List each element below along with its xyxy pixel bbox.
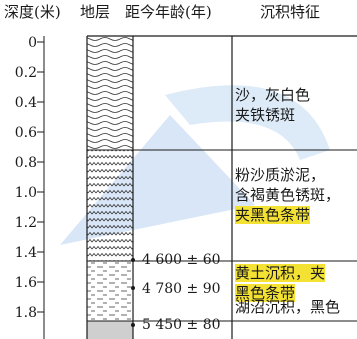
header-strata: 地层 [80,3,111,21]
sample-point [131,286,135,290]
layer-silt [87,150,133,261]
depth-tick-label: 1.6 [14,275,37,291]
description-line: 黑色条带 [235,283,325,303]
layer-loess [87,261,133,321]
depth-tick-label: 0.6 [14,125,37,141]
highlighted-text: 夹黑色条带 [235,206,311,224]
depth-tick-label: 1.2 [14,215,37,231]
depth-tick-label: 0.4 [14,95,37,111]
sample-point [131,258,135,262]
description-line: 沙，灰白色 [235,86,311,104]
depth-tick-label: 0 [28,35,37,51]
depth-tick-label: 0.8 [14,155,37,171]
highlighted-text: 黄土沉积，夹 [235,264,326,282]
highlighted-text: 黑色条带 [235,284,296,302]
layer-description-sand: 沙，灰白色 夹铁锈斑 [235,85,310,125]
description-line: 夹黑色条带 [235,205,340,225]
header-features: 沉积特征 [260,3,321,21]
depth-tick-label: 1.4 [14,245,37,261]
layer-description-silt: 粉沙质淤泥， 含褐黄色锈斑， 夹黑色条带 [235,165,340,225]
description-line: 黄土沉积，夹 [235,263,326,283]
header-depth: 深度(米) [4,3,61,21]
layer-lacustrine [87,321,133,339]
age-label: 4 780 ± 90 [142,281,221,297]
age-label: 4 600 ± 60 [142,252,221,268]
layer-description-loess: 黄土沉积，夹 黑色条带 [235,263,326,303]
depth-tick-label: 1.0 [14,185,37,201]
description-line: 含褐黄色锈斑， [235,186,341,204]
depth-tick-label: 0.2 [14,65,37,81]
depth-tick-label: 1.8 [14,305,37,321]
header-age: 距今年龄(年) [125,3,212,21]
sample-point [131,323,135,327]
description-line: 夹铁锈斑 [235,106,296,124]
layer-sand [87,36,133,150]
age-label: 5 450 ± 80 [142,317,221,333]
layer-description-lacustrine: 湖沼沉积，黑色 [235,297,340,317]
description-line: 湖沼沉积，黑色 [235,298,341,316]
description-line: 粉沙质淤泥， [235,166,326,184]
